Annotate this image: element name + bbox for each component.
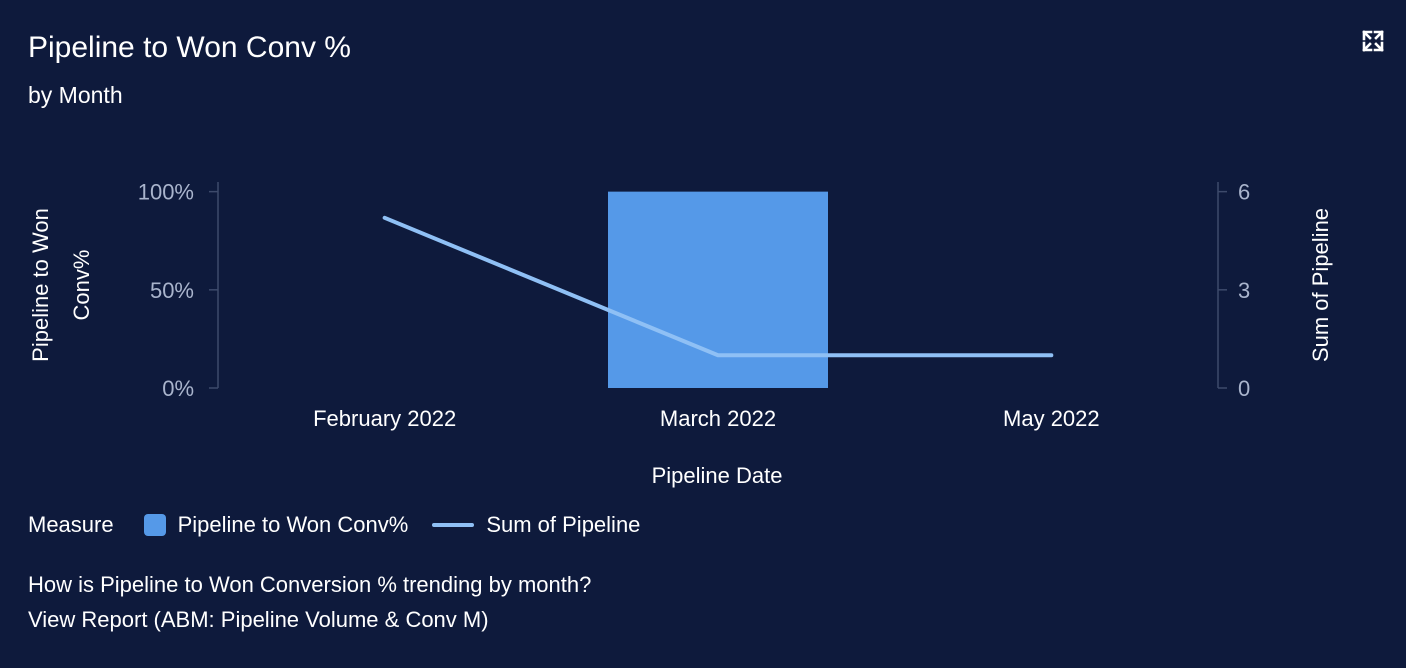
right-tick-label: 3 [1238,278,1250,303]
left-tick-label: 100% [138,180,194,205]
footer-question: How is Pipeline to Won Conversion % tren… [28,572,592,597]
y-axis-left-label-line1: Pipeline to Won [28,208,53,362]
line-sum-of-pipeline[interactable] [382,215,1054,358]
left-tick-label: 0% [162,376,194,401]
view-report-link[interactable]: View Report (ABM: Pipeline Volume & Conv… [28,607,489,632]
legend-label-conv: Pipeline to Won Conv% [177,512,409,537]
left-tick-label: 50% [150,278,194,303]
x-tick-label: March 2022 [660,406,776,431]
chart-subtitle: by Month [28,82,123,108]
legend-swatch-bar [143,514,166,536]
legend-label-pipeline: Sum of Pipeline [486,512,641,537]
x-tick-label: May 2022 [1003,406,1100,431]
legend-swatch-line [432,523,475,527]
chart-area: 0% 50% 100% 0 3 6 February 2022 March 2022 May… [28,180,1333,488]
legend-item-conv[interactable]: Pipeline to Won Conv% [143,512,409,538]
x-axis-label: Pipeline Date [652,463,783,488]
expand-button[interactable] [1358,26,1388,56]
legend-title: Measure [28,512,114,537]
x-tick-label: February 2022 [313,406,456,431]
legend-item-pipeline[interactable]: Sum of Pipeline [432,512,640,538]
expand-icon [1362,30,1384,52]
right-tick-label: 6 [1238,180,1250,205]
y-axis-right-label: Sum of Pipeline [1308,208,1333,362]
bar-2[interactable] [608,191,828,388]
legend: Measure Pipeline to Won Conv% Sum of Pip… [28,508,664,542]
right-tick-label: 0 [1238,376,1250,401]
y-axis-left-label-line2: Conv% [69,250,94,321]
chart-title: Pipeline to Won Conv % [28,31,351,64]
